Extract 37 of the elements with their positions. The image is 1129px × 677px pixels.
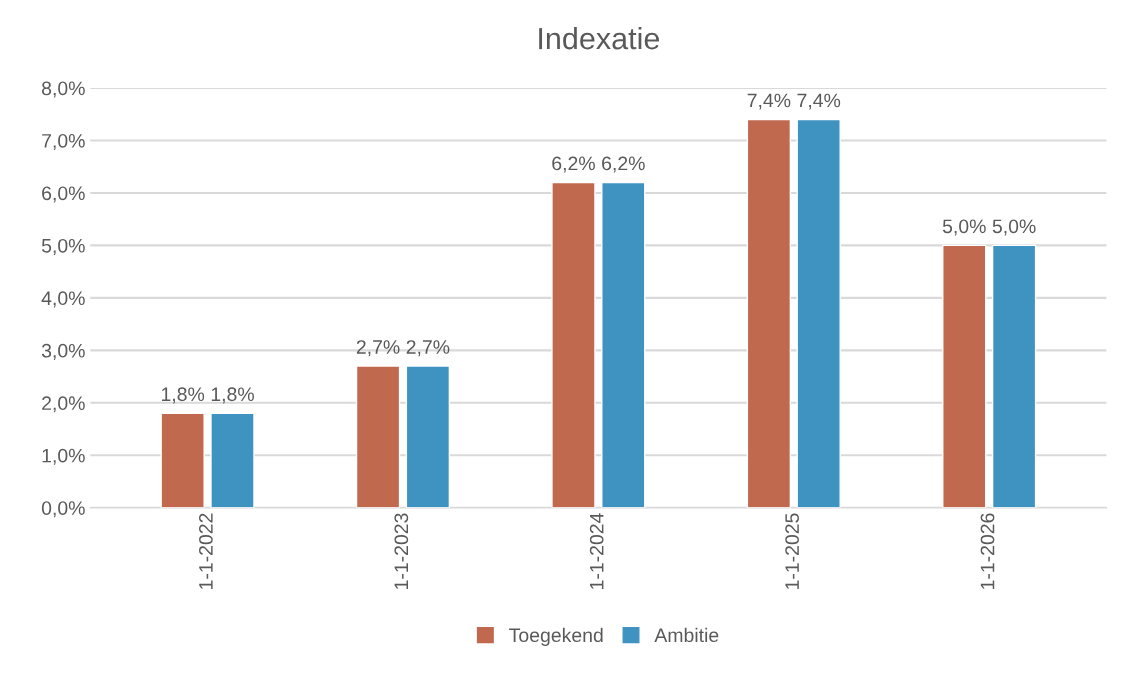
x-tick-label: 1-1-2026 [980,513,995,589]
bar [405,365,451,508]
legend-label: Ambitie [654,627,719,643]
x-tick-label: 1-1-2025 [785,513,799,589]
chart-title: Indexatie [539,26,660,50]
y-tick-label: 1,0% [42,448,85,465]
data-label: 6,2% [552,156,595,173]
data-label: 6,2% [602,156,645,173]
data-label: 7,4% [747,93,791,110]
data-label: 7,4% [797,93,841,110]
bar [746,118,792,508]
bar [355,365,401,508]
bar [601,181,646,508]
y-tick-label: 6,0% [42,186,85,203]
data-label: 2,7% [406,340,450,357]
y-tick-label: 3,0% [41,343,85,360]
bar [551,181,596,508]
y-tick-label: 4,0% [41,291,85,308]
data-label: 5,0% [942,219,986,236]
y-tick-label: 5,0% [41,238,85,255]
bar [942,244,987,508]
legend-label: Toegekend [509,627,603,646]
y-tick-label: 0,0% [41,501,85,518]
data-label: 1,8% [211,387,254,404]
bar [796,118,841,508]
bar [210,412,255,508]
y-tick-label: 2,0% [42,396,85,413]
data-label: 1,8% [161,387,205,404]
x-tick-label: 1-1-2024 [589,513,604,589]
data-label: 2,7% [356,340,400,357]
y-tick-label: 8,0% [41,81,85,98]
x-tick-label: 1-1-2023 [394,513,409,589]
bar [160,412,205,508]
bar [991,244,1037,508]
x-tick-label: 1-1-2022 [199,513,213,589]
data-label: 5,0% [992,219,1036,236]
y-tick-label: 7,0% [42,133,85,151]
